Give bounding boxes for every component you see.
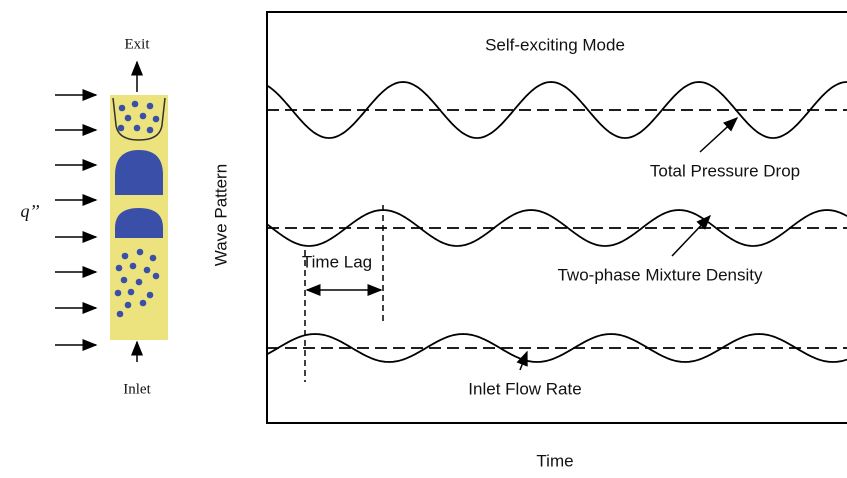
bubble: [131, 100, 139, 108]
plot-frame: [266, 11, 847, 424]
bubble: [129, 262, 137, 270]
bubble: [143, 266, 151, 274]
wave: [266, 209, 847, 247]
y-axis-label: Wave Pattern: [211, 164, 230, 266]
bubble: [133, 124, 141, 132]
wave-label: Inlet Flow Rate: [468, 379, 581, 398]
bubble: [124, 114, 132, 122]
bubble: [136, 248, 144, 256]
tube: Exit Inlet q’’: [21, 36, 168, 397]
bubble: [139, 299, 147, 307]
pointer: [671, 214, 712, 257]
bubble: [149, 254, 157, 262]
pointer: [699, 116, 739, 153]
bubble: [115, 264, 123, 272]
bubble: [146, 102, 154, 110]
time-lag-label: Time Lag: [302, 252, 372, 271]
wave-label: Two-phase Mixture Density: [557, 265, 763, 284]
bubble: [127, 288, 135, 296]
slug: [115, 150, 163, 195]
bubble: [114, 289, 122, 297]
wave: [266, 81, 847, 139]
x-axis-label: Time: [536, 451, 573, 470]
exit-label: Exit: [125, 36, 151, 52]
bubble: [121, 252, 129, 260]
bubble: [135, 278, 143, 286]
bubble: [139, 112, 147, 120]
bubble: [118, 104, 126, 112]
wave: [266, 333, 847, 363]
bubble: [116, 310, 124, 318]
plot-title: Self-exciting Mode: [485, 35, 625, 54]
wave-label: Total Pressure Drop: [650, 161, 800, 180]
bubble: [117, 124, 125, 132]
bubble: [120, 276, 128, 284]
meniscus: [112, 97, 166, 141]
slug: [115, 208, 163, 238]
inlet-label: Inlet: [123, 381, 151, 397]
bubble: [152, 272, 160, 280]
bubble: [152, 115, 160, 123]
pointer: [516, 350, 528, 371]
bubble: [146, 291, 154, 299]
heat-flux-label: q’’: [21, 201, 40, 221]
bubble: [124, 301, 132, 309]
bubble: [146, 126, 154, 134]
